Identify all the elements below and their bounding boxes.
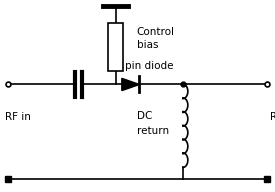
- Text: RF in: RF in: [6, 112, 31, 122]
- Text: RF out: RF out: [270, 112, 275, 122]
- Text: pin diode: pin diode: [125, 61, 174, 71]
- Text: Control: Control: [137, 27, 175, 37]
- Bar: [108, 23, 123, 71]
- Polygon shape: [122, 78, 139, 91]
- Text: DC: DC: [138, 111, 153, 121]
- Text: bias: bias: [137, 40, 158, 50]
- Text: return: return: [138, 126, 170, 136]
